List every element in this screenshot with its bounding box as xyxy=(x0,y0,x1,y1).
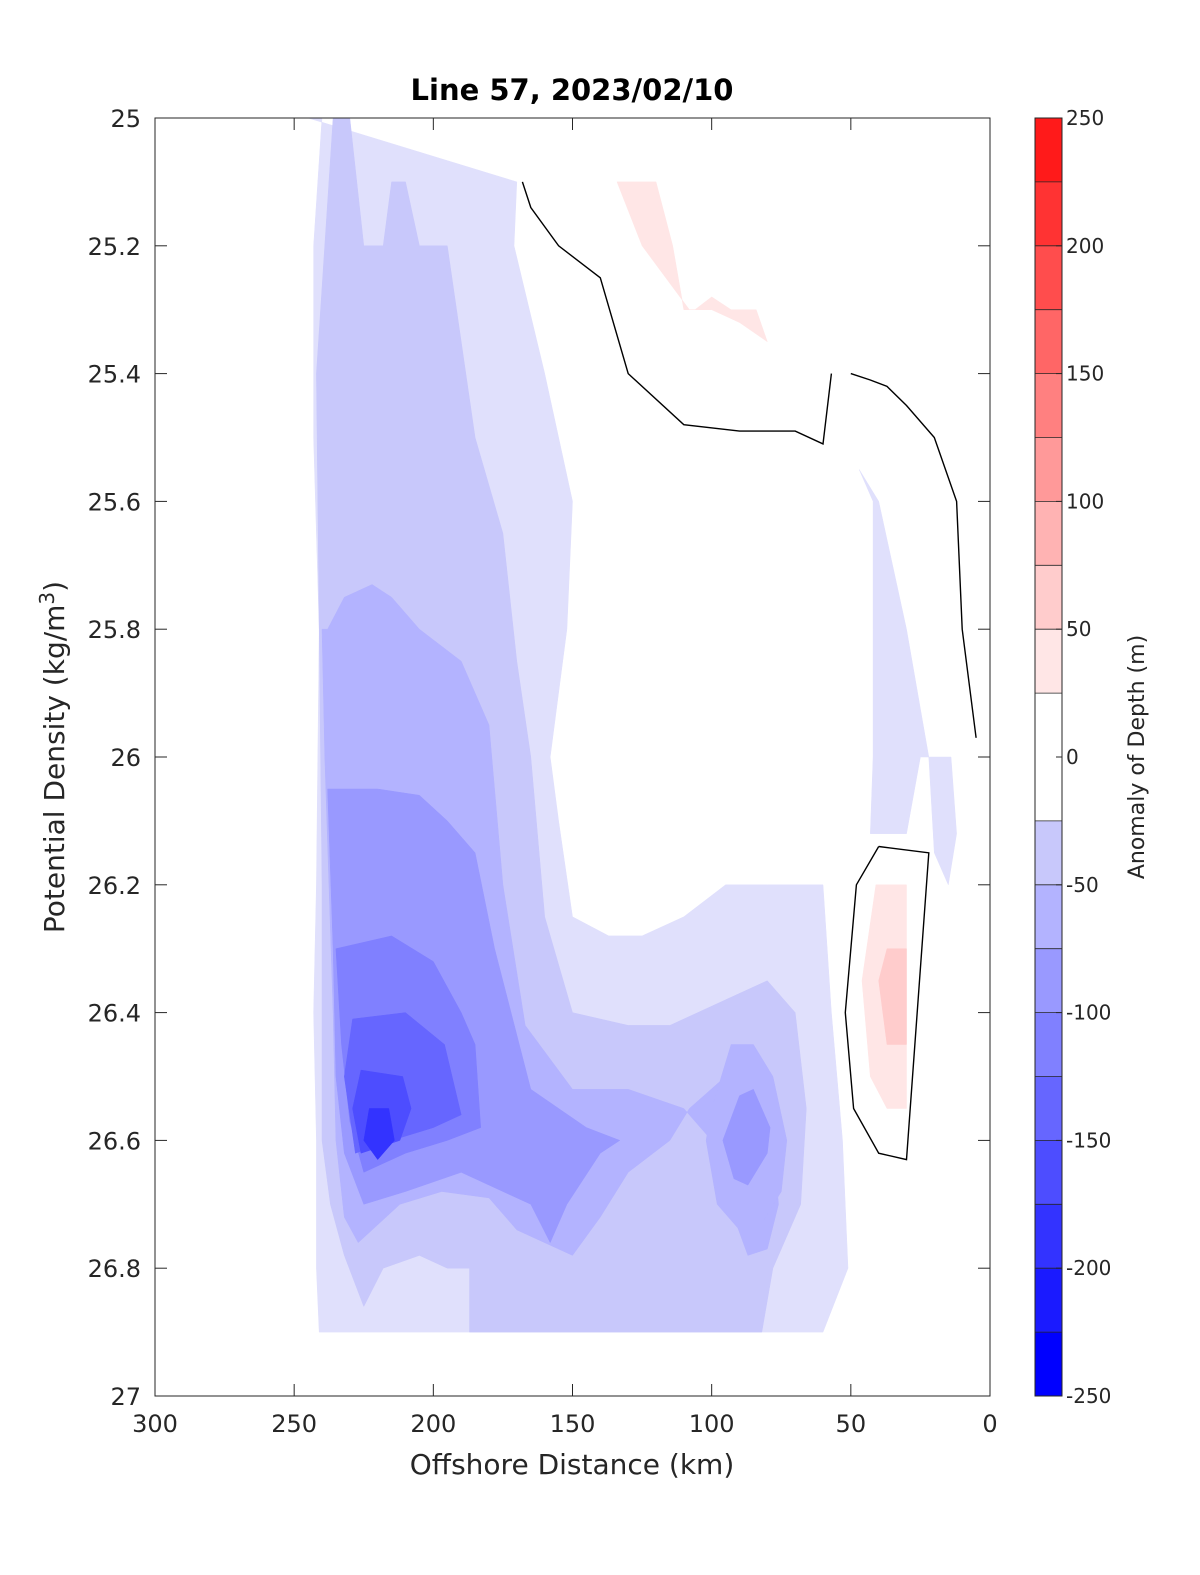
colorbar-band-16 xyxy=(1035,245,1062,310)
colorbar-band-17 xyxy=(1035,181,1062,246)
colorbar-ticks: -250 -200 -150 -100 -50 0 50 100 150 200 250 xyxy=(1056,106,1111,1408)
x-axis-title: Offshore Distance (km) xyxy=(410,1448,735,1481)
colorbar xyxy=(1035,117,1062,1397)
colorbar-band-18 xyxy=(1035,118,1062,182)
y-tick-label: 25.6 xyxy=(88,488,141,516)
y-tick-label: 26.4 xyxy=(88,1000,141,1028)
colorbar-band-8 xyxy=(1035,820,1062,885)
y-axis: 25 25.2 25.4 25.6 25.8 26 26.2 26.4 26.6 26.8 27 xyxy=(88,105,990,1411)
colorbar-tick-label: -50 xyxy=(1066,873,1099,897)
colorbar-tick-label: 0 xyxy=(1066,745,1079,769)
colorbar-band-6 xyxy=(1035,948,1062,1013)
contour-region-13 xyxy=(878,948,907,1045)
y-tick-label: 25.8 xyxy=(88,616,141,644)
contour-region-11 xyxy=(616,181,768,343)
chart-title: Line 57, 2023/02/10 xyxy=(411,73,734,107)
colorbar-band-3 xyxy=(1035,1140,1062,1205)
x-tick-label: 300 xyxy=(132,1410,178,1438)
colorbar-band-2 xyxy=(1035,1204,1062,1269)
x-tick-label: 200 xyxy=(410,1410,456,1438)
contour-region-10 xyxy=(363,1108,395,1161)
y-tick-label: 26.6 xyxy=(88,1127,141,1155)
zero-contour-layer xyxy=(521,181,977,1161)
colorbar-band-4 xyxy=(1035,1076,1062,1141)
x-tick-label: 250 xyxy=(271,1410,317,1438)
colorbar-tick-label: 50 xyxy=(1066,617,1091,641)
contour-region-6 xyxy=(722,1088,771,1186)
colorbar-band-13 xyxy=(1035,437,1062,502)
y-tick-label: 25.2 xyxy=(88,233,141,261)
y-axis-title-suffix: ) xyxy=(38,581,71,592)
y-tick-label: 26.8 xyxy=(88,1255,141,1283)
colorbar-tick-label: 100 xyxy=(1066,489,1104,513)
y-tick-label: 26 xyxy=(110,744,141,772)
colorbar-band-11 xyxy=(1035,565,1062,630)
contour-region-1 xyxy=(858,469,957,886)
colorbar-band-12 xyxy=(1035,501,1062,566)
y-tick-label: 25 xyxy=(110,105,141,133)
colorbar-tick-label: 150 xyxy=(1066,362,1104,386)
y-axis-title-main: Potential Density (kg/m xyxy=(38,605,71,934)
colorbar-tick-label: -250 xyxy=(1066,1384,1111,1408)
colorbar-tick-label: 250 xyxy=(1066,106,1104,130)
zero-contour-line-1 xyxy=(850,372,977,738)
colorbar-title: Anomaly of Depth (m) xyxy=(1125,635,1150,879)
colorbar-band-10 xyxy=(1035,629,1062,694)
colorbar-band-14 xyxy=(1035,373,1062,438)
colorbar-tick-label: -100 xyxy=(1066,1001,1111,1025)
colorbar-tick-label: -150 xyxy=(1066,1128,1111,1152)
y-tick-label: 27 xyxy=(110,1383,141,1411)
y-tick-label: 26.2 xyxy=(88,872,141,900)
colorbar-tick-label: 200 xyxy=(1066,234,1104,258)
x-tick-label: 150 xyxy=(550,1410,596,1438)
colorbar-band-7 xyxy=(1035,884,1062,949)
colorbar-tick-label: -200 xyxy=(1066,1256,1111,1280)
x-tick-label: 0 xyxy=(982,1410,997,1438)
zero-contour-line-2 xyxy=(844,845,930,1161)
y-tick-label: 25.4 xyxy=(88,361,141,389)
x-tick-label: 50 xyxy=(836,1410,867,1438)
y-axis-title-sup: 3 xyxy=(35,592,59,605)
contour-fill-layer xyxy=(308,117,957,1333)
colorbar-band-5 xyxy=(1035,1012,1062,1077)
colorbar-band-1 xyxy=(1035,1268,1062,1333)
colorbar-band-0 xyxy=(1035,1332,1062,1396)
x-tick-label: 100 xyxy=(689,1410,735,1438)
x-axis: 300 250 200 150 100 50 0 xyxy=(132,118,998,1438)
colorbar-band-15 xyxy=(1035,309,1062,374)
y-axis-title: Potential Density (kg/m3) xyxy=(35,581,71,933)
zero-contour-line-0 xyxy=(521,181,833,445)
